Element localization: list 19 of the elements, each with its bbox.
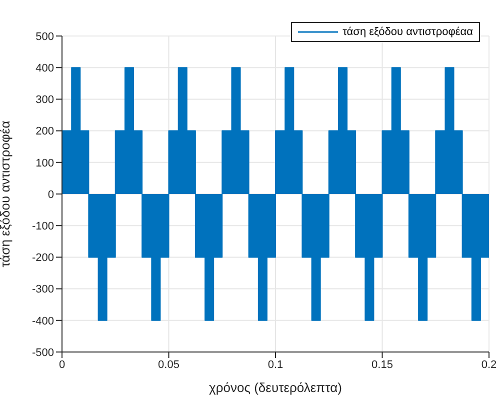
y-tick-label: 200 <box>36 126 54 138</box>
y-tick-label: -400 <box>32 315 54 328</box>
x-tick-label: 0.2 <box>481 358 497 371</box>
y-tick-label: 0 <box>48 188 54 201</box>
x-tick-label: 0.05 <box>158 358 180 371</box>
x-axis-title: χρόνος (δευτερόλεπτα) <box>209 380 342 395</box>
y-tick-label: 400 <box>36 62 54 75</box>
legend-label: τάση εξόδου αντιστροφέαα <box>342 26 473 38</box>
x-tick-label: 0.1 <box>268 358 284 371</box>
y-tick-label: 500 <box>36 30 54 43</box>
y-tick-label: 100 <box>36 157 54 170</box>
y-tick-label: -500 <box>32 346 54 359</box>
y-tick-label: 300 <box>36 94 54 106</box>
y-tick-label: -200 <box>32 252 54 264</box>
x-tick-label: 0.15 <box>372 358 393 371</box>
y-tick-label: -100 <box>32 220 54 233</box>
y-tick-label: -300 <box>32 284 54 296</box>
y-axis-title: τάση εξόδου αντιστροφέα <box>0 120 13 268</box>
x-tick-label: 0 <box>58 358 66 371</box>
